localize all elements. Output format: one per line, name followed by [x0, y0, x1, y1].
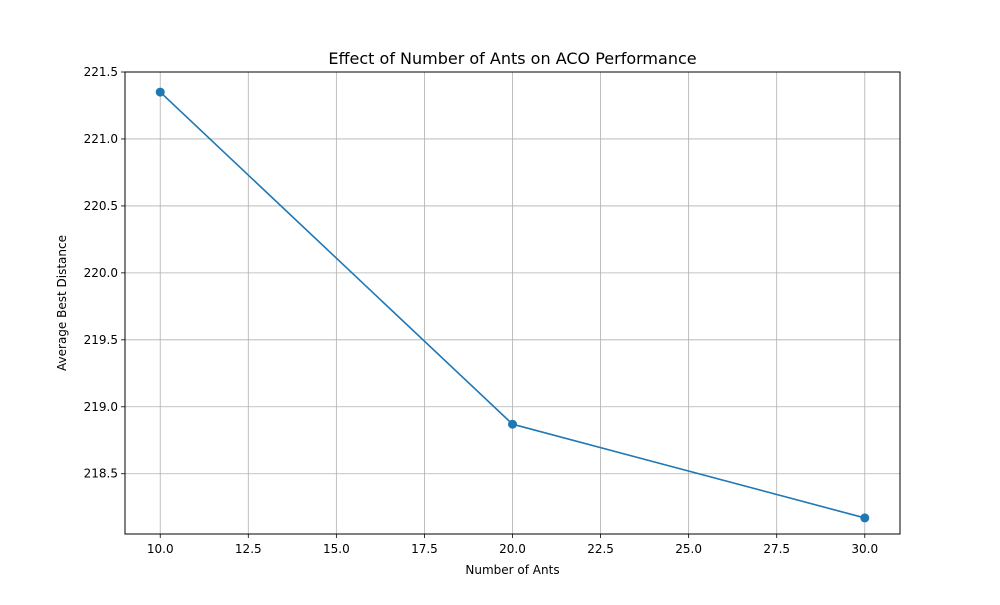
x-tick-label: 10.0	[147, 542, 174, 556]
x-axis-label: Number of Ants	[465, 563, 559, 577]
y-axis-label: Average Best Distance	[55, 235, 69, 371]
y-tick-label: 220.5	[84, 199, 118, 213]
y-tick-label: 221.5	[84, 65, 118, 79]
x-tick-label: 25.0	[675, 542, 702, 556]
y-tick-label: 218.5	[84, 467, 118, 481]
x-tick-label: 27.5	[763, 542, 790, 556]
x-tick-label: 12.5	[235, 542, 262, 556]
y-tick-label: 219.5	[84, 333, 118, 347]
x-tick-label: 20.0	[499, 542, 526, 556]
grid	[125, 71, 900, 534]
y-tick-label: 220.0	[84, 266, 118, 280]
ticks: 10.0 12.5 15.0 17.5 20.0 22.5 25.0 27.5 30.0 218.…	[84, 65, 878, 556]
data-point-marker	[155, 87, 165, 97]
data-point-marker	[860, 513, 870, 523]
series-layer	[155, 87, 870, 523]
x-tick-label: 15.0	[323, 542, 350, 556]
y-tick-label: 221.0	[84, 132, 118, 146]
x-tick-label: 17.5	[411, 542, 438, 556]
y-tick-label: 219.0	[84, 400, 118, 414]
x-tick-label: 22.5	[587, 542, 614, 556]
chart-title: Effect of Number of Ants on ACO Performa…	[328, 49, 696, 68]
data-point-marker	[508, 419, 517, 429]
x-tick-label: 30.0	[851, 542, 878, 556]
